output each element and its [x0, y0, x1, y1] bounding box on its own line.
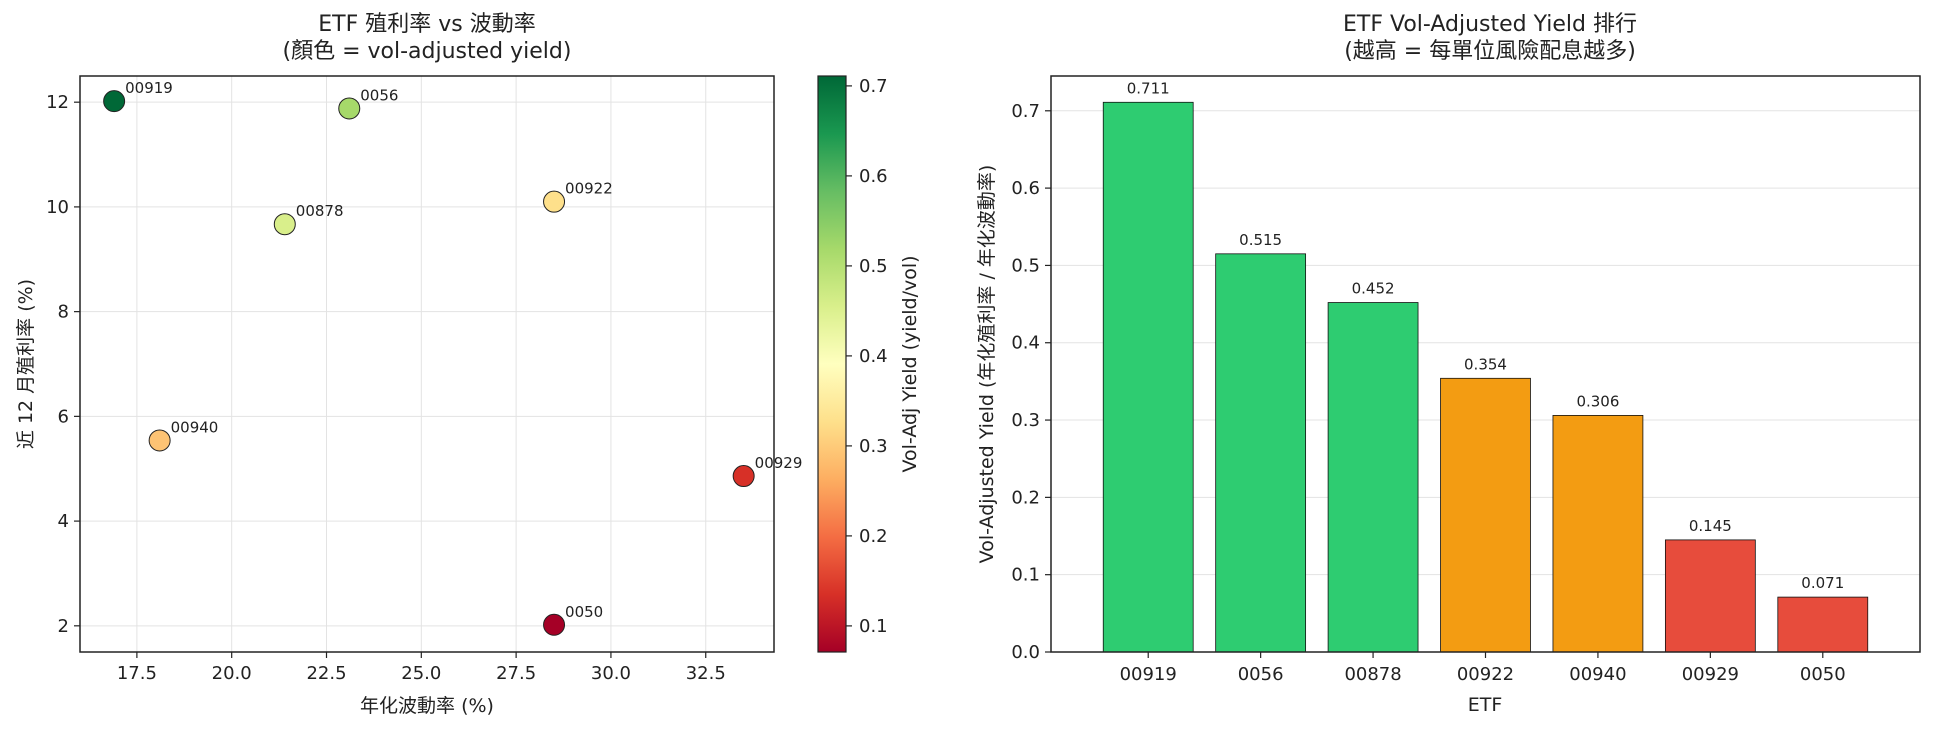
bar-x-tick-label: 00919	[1120, 664, 1177, 685]
scatter-y-tick-label: 2	[58, 616, 69, 637]
scatter-point-label: 00940	[171, 418, 219, 436]
bar-bars: 0.711 0.515 0.452 0.354 0.306 0.145 0.071	[1102, 79, 1869, 653]
scatter-points: 00919 0056 00878 00922 00940 00929 0050	[103, 79, 803, 636]
bar-0056	[1215, 253, 1307, 653]
colorbar-label: Vol-Adj Yield (yield/vol)	[899, 255, 921, 472]
scatter-x-tick-label: 17.5	[117, 663, 157, 684]
bar-00922	[1440, 377, 1531, 653]
scatter-x-tick-label: 22.5	[306, 663, 346, 684]
scatter-y-tick-label: 6	[58, 406, 69, 427]
bar-ticks: 0.0 0.1 0.2 0.3 0.4 0.5 0.6 0.7 00919 0056 00878 00…	[1011, 101, 1845, 685]
scatter-y-tick-label: 4	[58, 511, 69, 532]
colorbar-tick-label: 0.6	[859, 166, 888, 187]
scatter-point-label: 0056	[360, 86, 398, 104]
colorbar-ticks: 0.1 0.2 0.3 0.4 0.5 0.6 0.7	[846, 76, 888, 637]
colorbar-tick-label: 0.4	[859, 346, 888, 367]
bar-x-tick-label: 0056	[1238, 664, 1284, 685]
scatter-title-line1: ETF 殖利率 vs 波動率	[318, 12, 535, 37]
scatter-y-tick-label: 8	[58, 302, 69, 323]
scatter-chart: ETF 殖利率 vs 波動率 (顏色 = vol-adjusted yield)…	[15, 12, 802, 717]
bar-y-tick-label: 0.2	[1011, 487, 1040, 508]
scatter-point-00940	[148, 429, 171, 452]
bar-plot-frame	[1050, 75, 1921, 653]
bar-value-label: 0.071	[1801, 574, 1844, 592]
bar-y-tick-label: 0.7	[1011, 101, 1040, 122]
bar-x-tick-label: 0050	[1800, 664, 1846, 685]
scatter-y-tick-label: 10	[46, 197, 69, 218]
colorbar-tick-label: 0.1	[859, 616, 888, 637]
bar-x-axis-label: ETF	[1468, 694, 1503, 716]
bar-title-line1: ETF Vol-Adjusted Yield 排行	[1343, 12, 1637, 37]
bar-y-tick-label: 0.3	[1011, 410, 1040, 431]
scatter-ticks: 17.5 20.0 22.5 25.0 27.5 30.0 32.5 2 4 6 8 10 12	[46, 92, 726, 684]
bar-value-label: 0.515	[1239, 231, 1282, 249]
scatter-point-label: 0050	[565, 603, 603, 621]
scatter-point-00878	[273, 213, 296, 236]
scatter-x-tick-label: 20.0	[212, 663, 252, 684]
bar-value-label: 0.711	[1127, 79, 1170, 97]
scatter-point-00919	[103, 90, 126, 113]
bar-value-label: 0.354	[1464, 355, 1507, 373]
bar-00940	[1552, 415, 1644, 653]
scatter-x-tick-label: 27.5	[496, 663, 536, 684]
scatter-point-label: 00919	[125, 79, 173, 97]
bar-x-tick-label: 00929	[1682, 664, 1739, 685]
bar-x-tick-label: 00922	[1457, 664, 1514, 685]
scatter-y-tick-label: 12	[46, 92, 69, 113]
bar-y-tick-label: 0.1	[1011, 565, 1040, 586]
bar-x-tick-label: 00878	[1344, 664, 1401, 685]
scatter-point-00922	[543, 190, 566, 213]
scatter-point-label: 00929	[755, 454, 803, 472]
bar-y-tick-label: 0.6	[1011, 178, 1040, 199]
bar-chart: ETF Vol-Adjusted Yield 排行 (越高 = 每單位風險配息越…	[976, 12, 1921, 716]
colorbar: 0.1 0.2 0.3 0.4 0.5 0.6 0.7 Vol-Adj Yield (yie…	[817, 75, 921, 653]
scatter-point-label: 00922	[565, 180, 613, 198]
scatter-x-axis-label: 年化波動率 (%)	[360, 695, 494, 717]
scatter-point-00929	[732, 465, 755, 488]
colorbar-tick-label: 0.7	[859, 76, 888, 97]
scatter-point-0050	[543, 613, 566, 636]
scatter-y-axis-label: 近 12 月殖利率 (%)	[15, 279, 37, 449]
scatter-point-0056	[338, 97, 361, 120]
scatter-x-tick-label: 32.5	[686, 663, 726, 684]
bar-00919	[1102, 101, 1194, 653]
bar-title-line2: (越高 = 每單位風險配息越多)	[1344, 39, 1636, 64]
bar-y-axis-label: Vol-Adjusted Yield (年化殖利率 / 年化波動率)	[976, 165, 998, 564]
scatter-grid	[80, 76, 774, 652]
scatter-x-tick-label: 25.0	[401, 663, 441, 684]
scatter-point-label: 00878	[296, 202, 344, 220]
bar-x-tick-label: 00940	[1569, 664, 1626, 685]
scatter-plot-frame	[79, 75, 775, 653]
bar-value-label: 0.452	[1352, 280, 1395, 298]
colorbar-gradient	[817, 75, 847, 653]
scatter-x-tick-label: 30.0	[591, 663, 631, 684]
bar-y-tick-label: 0.5	[1011, 255, 1040, 276]
scatter-title-line2: (顏色 = vol-adjusted yield)	[283, 39, 572, 64]
bar-value-label: 0.145	[1689, 517, 1732, 535]
colorbar-tick-label: 0.3	[859, 436, 888, 457]
bar-value-label: 0.306	[1576, 392, 1619, 410]
colorbar-tick-label: 0.2	[859, 526, 888, 547]
bar-00878	[1327, 302, 1419, 653]
colorbar-tick-label: 0.5	[859, 256, 888, 277]
bar-00929	[1664, 539, 1756, 653]
bar-y-tick-label: 0.4	[1011, 333, 1040, 354]
bar-y-tick-label: 0.0	[1011, 642, 1040, 663]
bar-0050	[1777, 596, 1869, 653]
